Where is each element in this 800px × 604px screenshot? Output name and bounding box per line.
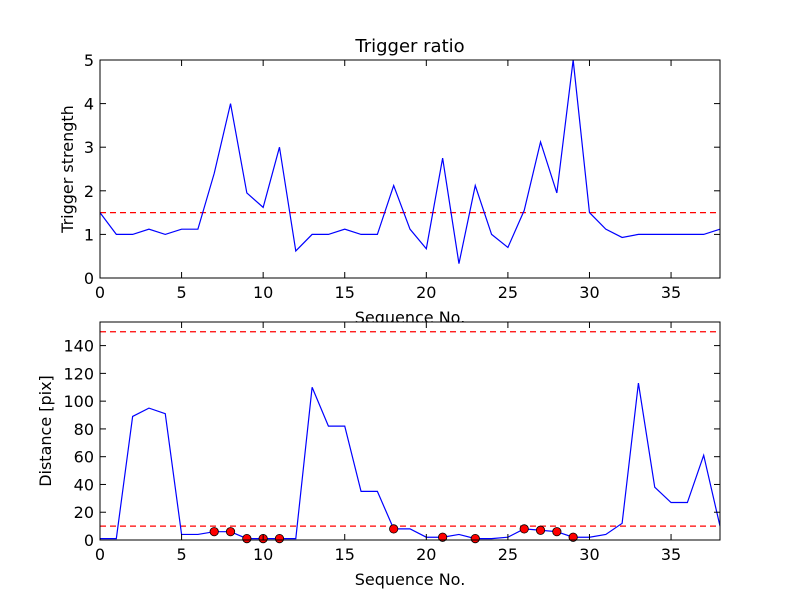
plot-area xyxy=(100,60,720,278)
x-tick-label: 5 xyxy=(176,283,186,302)
series-line-1 xyxy=(99,59,721,264)
axes-frame xyxy=(99,321,721,541)
x-tick-label: 15 xyxy=(335,283,355,302)
x-tick-label: 10 xyxy=(253,283,273,302)
y-tick-label: 40 xyxy=(74,475,94,494)
y-tick-label: 120 xyxy=(63,364,94,383)
x-tick-label: 30 xyxy=(579,283,599,302)
y-tick-label: 5 xyxy=(84,51,94,70)
data-marker xyxy=(568,532,578,542)
x-tick-label: 25 xyxy=(498,545,518,564)
axes-frame xyxy=(99,59,721,279)
data-marker xyxy=(225,527,236,537)
y-tick-label: 80 xyxy=(74,420,94,439)
data-marker xyxy=(552,527,562,537)
y-tick-label: 2 xyxy=(84,182,94,201)
y-tick-label: 1 xyxy=(84,225,94,244)
data-marker xyxy=(470,534,480,544)
data-marker xyxy=(519,524,529,534)
x-axis-label: Sequence No. xyxy=(355,570,466,589)
y-tick-label: 60 xyxy=(74,448,94,467)
x-tick-label: 20 xyxy=(416,283,436,302)
plot-panel-2 xyxy=(99,321,721,544)
y-tick-label: 20 xyxy=(74,503,94,522)
data-marker xyxy=(438,532,448,542)
plot-area xyxy=(100,322,720,540)
data-marker xyxy=(274,534,285,544)
y-tick-label: 0 xyxy=(84,269,94,288)
x-tick-label: 35 xyxy=(661,283,681,302)
y-axis-label: Trigger strength xyxy=(58,105,77,234)
y-tick-label: 3 xyxy=(84,138,94,157)
x-tick-label: 0 xyxy=(95,283,105,302)
y-tick-label: 100 xyxy=(63,392,94,411)
x-tick-label: 15 xyxy=(335,545,355,564)
x-tick-label: 30 xyxy=(579,545,599,564)
y-axis-label: Distance [pix] xyxy=(36,375,55,487)
x-tick-label: 25 xyxy=(498,283,518,302)
x-tick-label: 0 xyxy=(95,545,105,564)
y-tick-label: 140 xyxy=(63,337,94,356)
chart-title: Trigger ratio xyxy=(354,36,464,57)
x-tick-label: 10 xyxy=(253,545,273,564)
series-line-1 xyxy=(100,383,721,540)
x-tick-label: 5 xyxy=(176,545,186,564)
x-tick-label: 35 xyxy=(661,545,681,564)
y-tick-label: 0 xyxy=(84,531,94,550)
data-marker xyxy=(242,534,252,544)
data-marker xyxy=(535,525,546,535)
data-marker xyxy=(209,527,219,537)
data-marker xyxy=(389,524,399,534)
x-tick-label: 20 xyxy=(416,545,436,564)
plot-panel-1 xyxy=(99,59,721,279)
y-tick-label: 4 xyxy=(84,95,94,114)
